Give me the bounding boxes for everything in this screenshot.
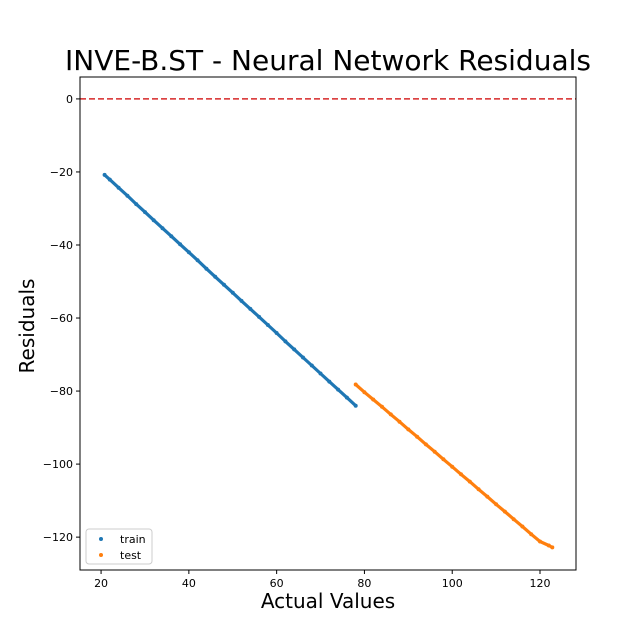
data-point-test	[550, 545, 555, 550]
data-point-test	[538, 539, 542, 544]
y-tick-label: −20	[50, 166, 73, 179]
data-point-train	[239, 298, 244, 303]
data-point-test	[520, 524, 525, 529]
y-tick-label: −60	[50, 312, 73, 325]
x-tick-label: 80	[357, 577, 371, 590]
y-tick-label: −100	[43, 458, 73, 471]
data-point-test	[406, 427, 411, 432]
data-point-train	[213, 274, 218, 279]
data-point-train	[160, 226, 165, 231]
data-point-test	[467, 479, 472, 484]
data-point-test	[397, 419, 402, 424]
x-tick-label: 40	[182, 577, 196, 590]
series-test	[353, 382, 555, 550]
data-point-test	[450, 464, 455, 469]
data-point-test	[432, 449, 437, 454]
data-point-train	[353, 403, 358, 408]
data-point-train	[107, 177, 112, 182]
data-point-test	[459, 472, 463, 477]
data-point-test	[476, 487, 481, 492]
data-point-train	[274, 331, 279, 335]
x-tick-label: 100	[442, 577, 463, 590]
data-point-test	[353, 382, 358, 387]
data-point-test	[388, 412, 393, 417]
x-tick-label: 120	[530, 577, 551, 590]
data-point-test	[415, 434, 420, 439]
data-point-train	[248, 306, 253, 311]
legend-marker-test	[99, 553, 103, 557]
data-point-test	[529, 532, 534, 537]
data-point-train	[336, 387, 341, 392]
data-point-train	[204, 266, 209, 271]
data-point-test	[423, 442, 428, 447]
series-train	[102, 172, 358, 408]
data-point-train	[116, 185, 121, 190]
y-tick-label: −40	[50, 239, 73, 252]
axes-frame	[79, 76, 577, 571]
data-point-train	[151, 218, 156, 223]
series-train-trace	[102, 173, 358, 408]
x-axis-label: Actual Values	[261, 589, 395, 613]
data-point-train	[257, 314, 262, 319]
legend: train test	[85, 528, 153, 565]
chart-title: INVE-B.ST - Neural Network Residuals	[65, 44, 591, 77]
legend-label-test: test	[120, 549, 142, 562]
data-point-train	[309, 363, 314, 368]
data-point-train	[344, 395, 349, 400]
legend-marker-train	[99, 537, 103, 541]
data-point-test	[546, 543, 551, 548]
y-axis: 0 −20 −40 −60 −80 −100 −120	[43, 93, 80, 544]
data-point-test	[371, 397, 376, 402]
data-point-test	[362, 390, 367, 395]
data-point-train	[292, 347, 297, 352]
plot-area	[80, 98, 576, 550]
data-point-train	[318, 371, 323, 376]
data-point-train	[230, 290, 235, 295]
x-axis: 20 40 60 80 100 120	[94, 570, 551, 590]
data-point-train	[134, 202, 139, 207]
x-tick-label: 60	[270, 577, 284, 590]
data-point-train	[178, 242, 183, 247]
x-tick-label: 20	[94, 577, 108, 590]
data-point-test	[441, 457, 446, 462]
data-point-train	[283, 339, 288, 344]
data-point-test	[485, 494, 490, 499]
data-point-test	[494, 502, 499, 507]
data-point-train	[195, 258, 200, 263]
data-point-train	[169, 234, 174, 239]
data-point-train	[102, 172, 107, 177]
legend-label-train: train	[120, 533, 146, 546]
data-point-train	[327, 379, 332, 384]
y-tick-label: −120	[43, 531, 73, 544]
y-tick-label: −80	[50, 385, 73, 398]
data-point-test	[380, 404, 384, 409]
data-point-train	[301, 355, 305, 360]
y-axis-label: Residuals	[15, 279, 39, 374]
data-point-train	[143, 210, 147, 215]
data-point-train	[265, 323, 270, 327]
data-point-train	[186, 250, 191, 255]
y-tick-label: 0	[66, 93, 73, 106]
data-point-train	[125, 193, 130, 198]
data-point-test	[502, 509, 507, 514]
data-point-test	[511, 517, 516, 522]
data-point-train	[222, 282, 226, 287]
